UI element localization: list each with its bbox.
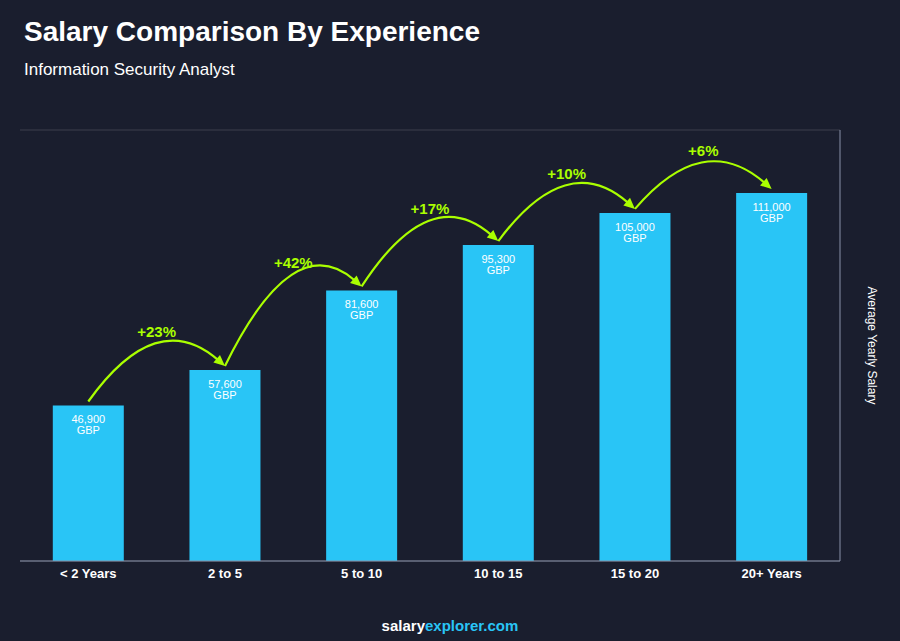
html-text:Salary Comparison By Experienc: Salary Comparison By Experience xyxy=(24,16,480,47)
svg-text:105,000GBP: 105,000GBP xyxy=(615,221,655,244)
svg-text:111,000GBP: 111,000GBP xyxy=(753,201,791,224)
svg-text:5 to 10: 5 to 10 xyxy=(341,566,382,581)
html-text:Information Security Analyst: Information Security Analyst xyxy=(24,60,235,79)
svg-text:2 to 5: 2 to 5 xyxy=(208,566,242,581)
svg-text:+10%: +10% xyxy=(547,165,586,182)
svg-text:< 2 Years: < 2 Years xyxy=(60,566,117,581)
html-text:salary explorer.com: salary explorer.com xyxy=(381,617,519,634)
svg-text:15 to 20: 15 to 20 xyxy=(611,566,659,581)
svg-text:+42%: +42% xyxy=(274,254,313,271)
svg-text:46,900GBP: 46,900GBP xyxy=(71,413,105,436)
svg-text:81,600GBP: 81,600GBP xyxy=(345,298,379,321)
svg-text:+6%: +6% xyxy=(688,142,718,159)
svg-text:57,600GBP: 57,600GBP xyxy=(208,378,242,401)
svg-text:+17%: +17% xyxy=(411,200,450,217)
svg-text:20+ Years: 20+ Years xyxy=(742,566,802,581)
svg-text:95,300GBP: 95,300GBP xyxy=(481,253,515,276)
svg-text:10 to 15: 10 to 15 xyxy=(474,566,522,581)
svg-text:+23%: +23% xyxy=(137,323,176,340)
svg-text:Average Yearly Salary: Average Yearly Salary xyxy=(865,287,879,405)
